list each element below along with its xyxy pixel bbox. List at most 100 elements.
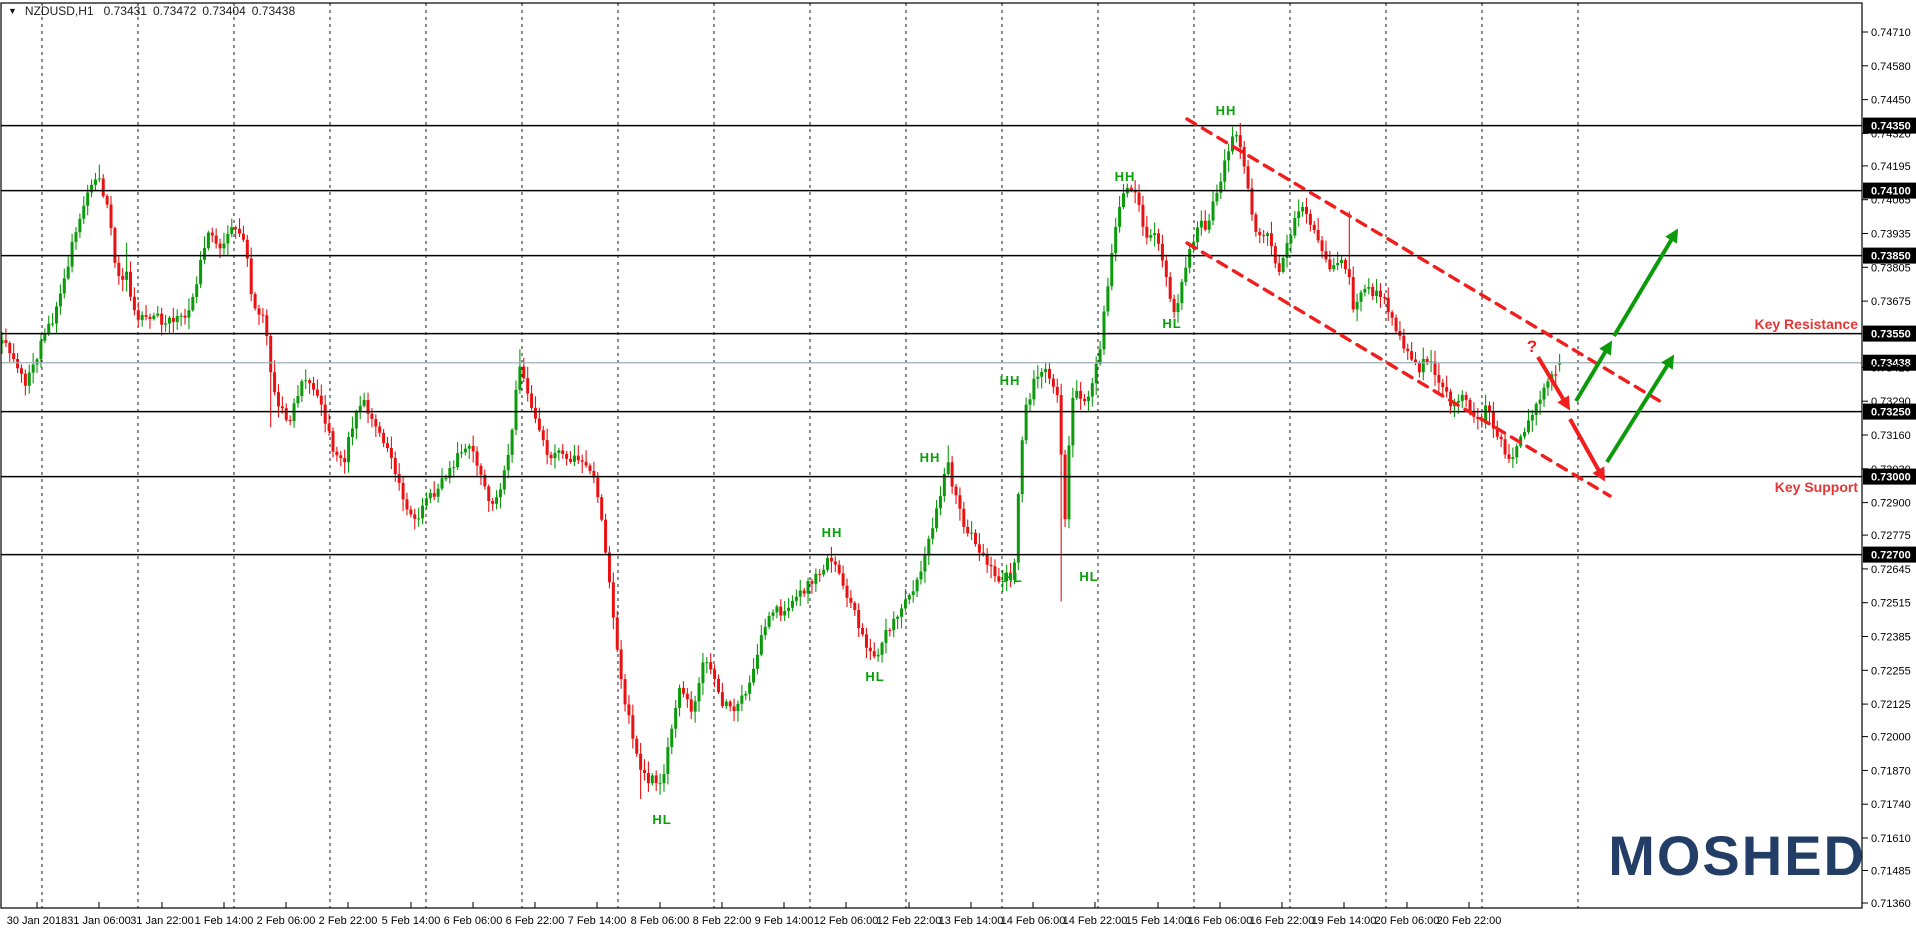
candle-bearish [1491,401,1495,438]
candle-bullish [222,232,226,255]
candle-body [876,654,880,657]
channel-trendline [1185,241,1612,498]
candle-bearish [989,556,993,579]
candle-bullish [502,465,506,495]
candle-bullish [1297,199,1301,227]
candle-bearish [308,378,312,394]
candle-body [39,340,43,360]
candle-bearish [530,385,534,411]
candle-bearish [1351,266,1355,313]
candle-body [748,682,752,694]
candle-body [1308,213,1312,225]
candle-bullish [518,349,522,394]
candle-body [378,426,382,433]
candle-bullish [300,379,304,402]
candle-bullish [1044,362,1048,383]
candle-bullish [787,598,791,618]
candle-body [1051,378,1055,387]
candle-body [615,617,619,650]
candle-bearish [323,394,327,433]
candle-bearish [144,304,148,321]
candle-bullish [724,699,728,710]
candle-bullish [456,442,460,470]
candle-bullish [935,500,939,532]
candle-bearish [1425,356,1429,366]
candle-bullish [919,560,923,585]
time-tick-label: 8 Feb 22:00 [693,915,752,927]
candle-bullish [1215,184,1219,206]
candle-bullish [666,737,670,785]
candle-bullish [1266,231,1270,246]
candle-body [604,519,608,553]
candle-body [238,228,242,234]
candle-bearish [366,392,370,424]
candle-bearish [1402,328,1406,353]
candle-body [666,747,670,775]
candle-bearish [1083,394,1087,406]
candle-body [822,569,826,575]
candle-bullish [35,357,39,373]
candle-bullish [1118,196,1122,233]
candle-body [1145,226,1149,238]
candle-bullish [86,184,90,216]
candle-bullish [884,618,888,654]
candle-body [183,315,187,318]
candle-bullish [78,213,82,238]
price-axis[interactable]: 0.74350 0.74100 0.73850 0.73550 0.73438 0.732… [1862,31,1916,904]
candle-body [1102,311,1106,350]
candle-bearish [389,436,393,470]
candle-bullish [1024,397,1028,445]
candle-bearish [1445,375,1449,398]
candle-body [1460,394,1464,401]
candle-body [27,372,31,386]
time-tick-label: 20 Feb 22:00 [1437,915,1502,927]
candle-body [393,458,397,475]
swing-label-hh: HH [1000,373,1021,388]
candle-body [1258,231,1262,236]
candle-bearish [148,313,152,329]
candle-bullish [195,276,199,303]
candle-bearish [545,428,549,465]
price-box-bg [1863,468,1916,485]
candle-body [1382,297,1386,299]
candle-body [662,774,666,784]
candle-bullish [226,225,230,256]
candle-body [600,497,604,520]
candle-bullish [1301,202,1305,217]
candle-body [927,538,931,556]
candle-bullish [1219,172,1223,199]
candle-body [958,495,962,509]
candle-bullish [1515,443,1519,464]
candle-body [631,715,635,739]
quote-open: 0.73431 [103,4,147,18]
candle-body [179,315,183,317]
candle-bearish [382,428,386,448]
candle-bearish [728,700,732,712]
candle-bearish [117,256,121,285]
candle-body [611,582,615,618]
time-axis[interactable] [36,902,1470,908]
candle-body [740,695,744,704]
candle-body [241,233,245,240]
candle-bearish [732,698,736,722]
time-tick-label: 31 Jan 22:00 [130,915,194,927]
candle-bearish [113,226,117,268]
candle-bearish [315,379,319,398]
candle-body [58,293,62,307]
candle-body [643,769,647,774]
candle-bearish [339,451,343,467]
candle-bullish [90,179,94,198]
candle-bearish [1246,160,1250,192]
swing-label-hl: HL [1079,569,1098,584]
chevron-down-icon[interactable]: ▼ [8,6,17,16]
candle-body [47,323,51,334]
time-tick-label: 2 Feb 22:00 [319,915,378,927]
candle-body [1281,257,1285,272]
candle-body [670,728,674,748]
candle-body [1098,349,1102,364]
candle-body [619,649,623,680]
candle-body [938,496,942,509]
candle-body [1491,412,1495,429]
candle-body [70,241,74,267]
